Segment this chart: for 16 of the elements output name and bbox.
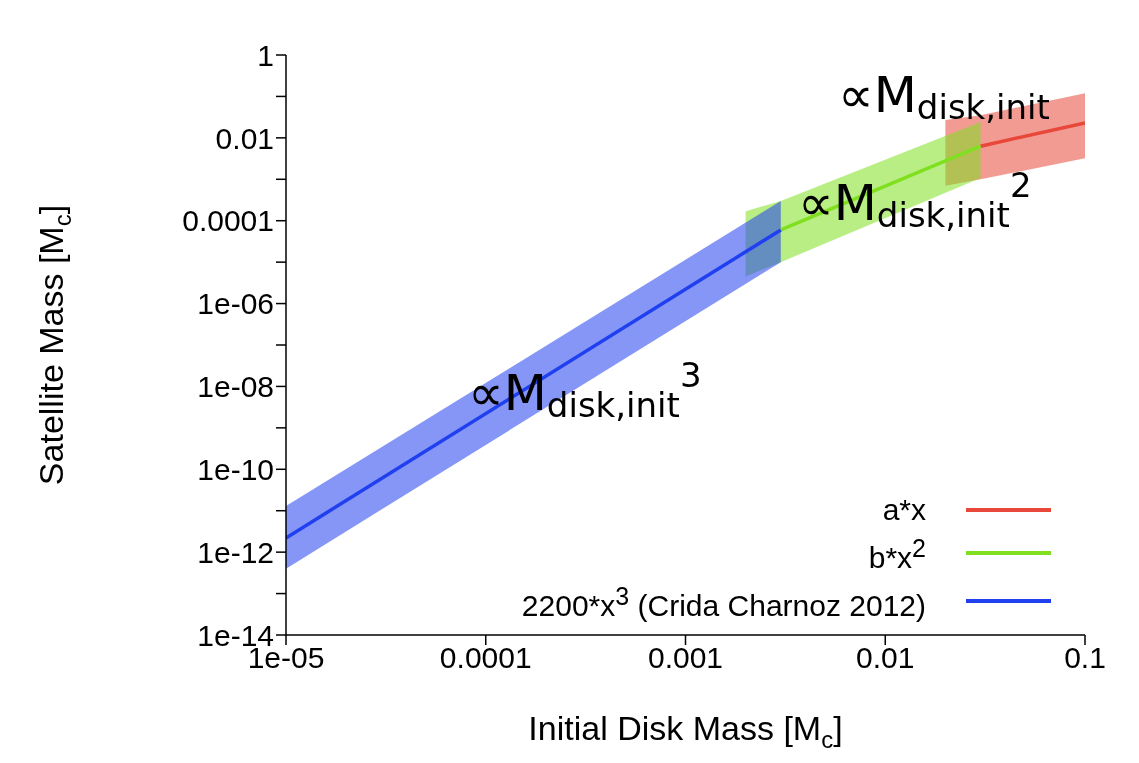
legend-label: a*x <box>882 492 926 528</box>
x-tick-label: 0.0001 <box>439 641 532 675</box>
y-tick-label: 1e-08 <box>197 370 274 404</box>
x-tick-label: 0.001 <box>647 641 724 675</box>
legend-label: 2200*x$^{3}$ (Crida Charnoz 2012) <box>521 581 926 624</box>
y-tick-label: 1e-10 <box>197 452 274 486</box>
annotation: ∝M$_{disk,init}$ <box>838 65 1050 128</box>
x-axis-title: Initial Disk Mass [M$_{c}$] <box>528 709 843 754</box>
y-tick-label: 1 <box>257 38 274 72</box>
y-tick-label: 1e-12 <box>197 535 274 569</box>
y-tick-label: 0.01 <box>215 121 274 155</box>
legend-label: b*x$^{2}$ <box>868 533 926 576</box>
x-tick-label: 0.1 <box>1064 641 1106 675</box>
y-tick-label: 1e-06 <box>197 287 274 321</box>
y-tick-label: 0.0001 <box>182 204 274 238</box>
x-tick-label: 0.01 <box>856 641 915 675</box>
